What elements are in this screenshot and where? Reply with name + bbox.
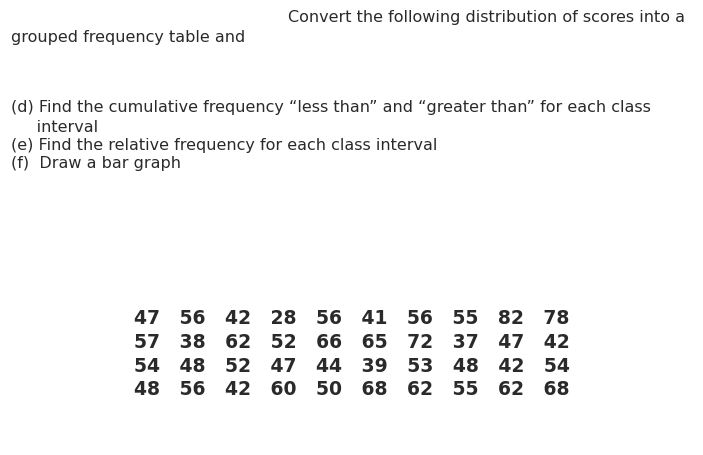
Text: 54   48   52   47   44   39   53   48   42   54: 54 48 52 47 44 39 53 48 42 54 bbox=[134, 356, 569, 375]
Text: 47   56   42   28   56   41   56   55   82   78: 47 56 42 28 56 41 56 55 82 78 bbox=[134, 308, 569, 328]
Text: 57   38   62   52   66   65   72   37   47   42: 57 38 62 52 66 65 72 37 47 42 bbox=[134, 332, 569, 351]
Text: (f)  Draw a bar graph: (f) Draw a bar graph bbox=[11, 156, 181, 171]
Text: (e) Find the relative frequency for each class interval: (e) Find the relative frequency for each… bbox=[11, 138, 437, 153]
Text: interval: interval bbox=[11, 120, 98, 135]
Text: 48   56   42   60   50   68   62   55   62   68: 48 56 42 60 50 68 62 55 62 68 bbox=[134, 379, 569, 399]
Text: (d) Find the cumulative frequency “less than” and “greater than” for each class: (d) Find the cumulative frequency “less … bbox=[11, 100, 650, 115]
Text: grouped frequency table and: grouped frequency table and bbox=[11, 30, 245, 45]
Text: Convert the following distribution of scores into a: Convert the following distribution of sc… bbox=[288, 10, 685, 25]
